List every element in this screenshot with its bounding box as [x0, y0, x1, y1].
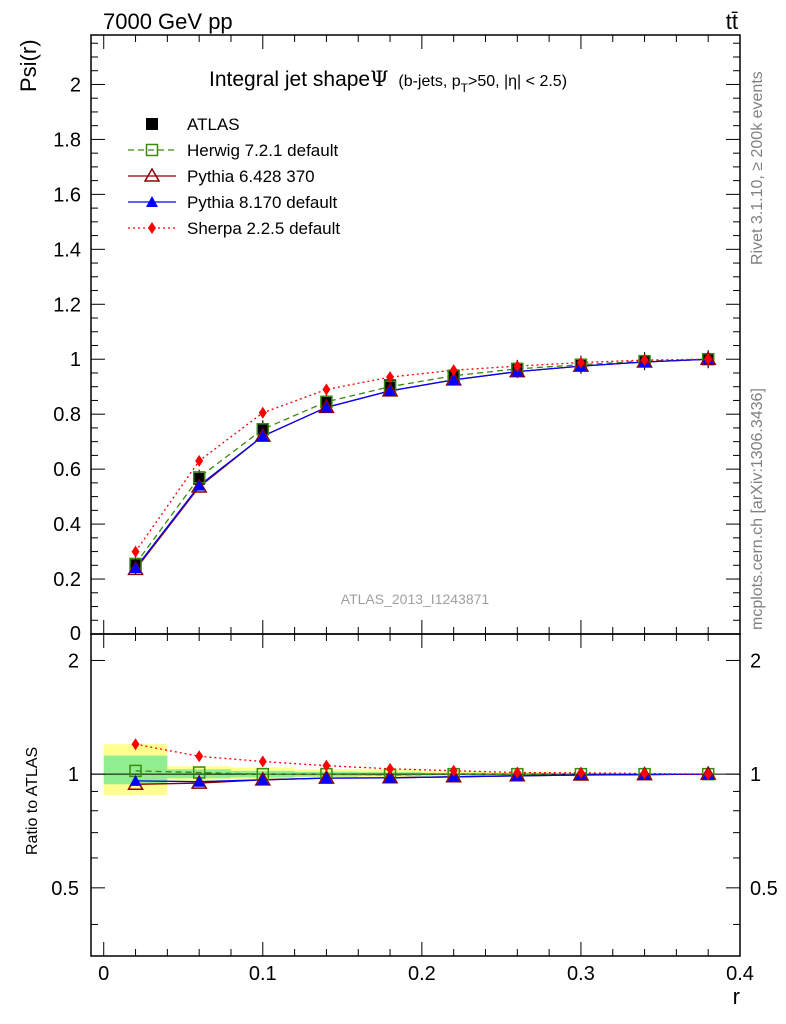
main-ytick-label: 0.4	[53, 514, 81, 536]
x-tick-label: 0.3	[567, 963, 595, 985]
legend: ATLAS Herwig 7.2.1 default Pythia 6.428 37…	[128, 115, 340, 238]
ratio-point-sherpa	[195, 750, 204, 763]
main-title-symbol: Ψ	[370, 67, 388, 91]
main-line-herwig	[135, 358, 709, 565]
main-point-pythia8	[447, 373, 460, 385]
main-ytick-label: 0.6	[53, 459, 81, 481]
legend-marker-sherpa	[148, 222, 156, 234]
x-tick-label: 0.4	[726, 963, 754, 985]
main-ytick-label: 0.8	[53, 404, 81, 426]
main-subtitle-rest: >50, |η| < 2.5)	[468, 73, 567, 90]
main-ytick-label: 1.8	[53, 129, 81, 151]
main-ytick-label: 1.2	[53, 294, 81, 316]
main-line-sherpa	[135, 358, 709, 552]
ratio-line-sherpa	[135, 743, 709, 775]
main-point-sherpa	[322, 383, 331, 396]
ratio-ytick-label-right: 1	[750, 764, 761, 786]
main-ytick-label-zero: 0	[70, 623, 81, 645]
main-ytick-label: 1.6	[53, 184, 81, 206]
legend-marker-pythia8	[146, 196, 158, 207]
ratio-point-sherpa	[322, 759, 331, 772]
x-tick-label: 0	[98, 963, 109, 985]
main-point-pythia6	[127, 560, 144, 576]
x-tick-label: 0.1	[249, 963, 277, 985]
main-ylabel: Psi(r)	[16, 39, 41, 92]
ratio-point-sherpa	[449, 764, 458, 777]
ratio-point-pythia8	[320, 772, 333, 784]
legend-label-pythia8: Pythia 8.170 default	[187, 193, 338, 212]
side-label-bottom: mcplots.cern.ch [arXiv:1306.3436]	[749, 388, 766, 630]
ratio-point-sherpa	[131, 738, 140, 751]
watermark: ATLAS_2013_I1243871	[341, 591, 490, 607]
legend-label-atlas: ATLAS	[187, 115, 240, 134]
ratio-ytick-label: 0.5	[51, 878, 79, 900]
ratio-point-pythia8	[256, 773, 269, 785]
main-title-text: Integral jet shape	[209, 68, 370, 91]
ratio-point-sherpa	[258, 755, 267, 768]
ratio-point-sherpa	[513, 766, 522, 779]
main-point-pythia8	[129, 562, 142, 574]
ratio-point-sherpa	[576, 766, 585, 779]
main-point-sherpa	[258, 406, 267, 419]
main-ytick-label: 1.4	[53, 239, 81, 261]
main-point-sherpa	[513, 360, 522, 373]
main-subtitle: (b-jets, p	[398, 73, 460, 90]
ratio-ytick-label: 2	[68, 650, 79, 672]
ratio-point-pythia8	[384, 771, 397, 783]
main-point-sherpa	[704, 353, 713, 366]
main-point-pythia8	[320, 401, 333, 413]
main-point-pythia8	[384, 384, 397, 396]
main-panel: 0.2 0.4 0.6 0.8 1 1.2 1.4 1.6 1.8 2 0 Integral jet…	[16, 34, 741, 645]
main-point-sherpa	[131, 545, 140, 558]
ratio-frame	[90, 633, 741, 957]
legend-label-pythia6: Pythia 6.428 370	[187, 167, 315, 186]
legend-label-herwig: Herwig 7.2.1 default	[187, 141, 338, 160]
main-point-pythia6	[190, 478, 208, 493]
ratio-ylabel: Ratio to ATLAS	[24, 747, 41, 855]
header-left-label: 7000 GeV pp	[103, 9, 233, 34]
ratio-ytick-label-right: 2	[750, 650, 761, 672]
main-subtitle-sub: T	[461, 81, 469, 95]
ratio-point-pythia8	[129, 774, 142, 786]
main-point-sherpa	[640, 354, 649, 367]
legend-label-sherpa: Sherpa 2.2.5 default	[187, 219, 340, 238]
ratio-point-sherpa	[386, 762, 395, 775]
ratio-point-sherpa	[704, 768, 713, 781]
ratio-line-pythia8	[135, 773, 709, 783]
x-axis-label: r	[733, 984, 740, 1009]
main-ytick-label: 1	[70, 349, 81, 371]
main-point-sherpa	[576, 356, 585, 369]
ratio-point-pythia6	[190, 774, 208, 789]
main-point-pythia8	[256, 430, 269, 442]
legend-marker-herwig	[145, 143, 159, 157]
ratio-ytick-label-right: 0.5	[750, 878, 778, 900]
x-tick-label: 0.2	[408, 963, 436, 985]
main-point-sherpa	[386, 371, 395, 384]
main-point-pythia8	[193, 479, 206, 491]
header-right-label: tt̄	[726, 9, 738, 34]
side-label-top: Rivet 3.1.10, ≥ 200k events	[749, 71, 766, 265]
main-ytick-label: 0.2	[53, 569, 81, 591]
ratio-point-pythia8	[193, 775, 206, 787]
main-point-sherpa	[449, 364, 458, 377]
legend-marker-atlas	[146, 118, 158, 130]
ratio-line-herwig	[135, 770, 709, 776]
main-title: Integral jet shapeΨ (b-jets, pT>50, |η| …	[209, 67, 567, 95]
main-ytick-label: 2	[70, 74, 81, 96]
main-point-sherpa	[195, 454, 204, 467]
main-line-pythia8	[135, 358, 709, 569]
ratio-panel: 0.5 0.51 12 2 0 0.1 0.2 0.3 0.4 Ratio to ATLAS …	[24, 633, 778, 1009]
ratio-point-sherpa	[640, 767, 649, 780]
ratio-ytick-label: 1	[68, 764, 79, 786]
legend-marker-pythia6	[143, 167, 161, 182]
